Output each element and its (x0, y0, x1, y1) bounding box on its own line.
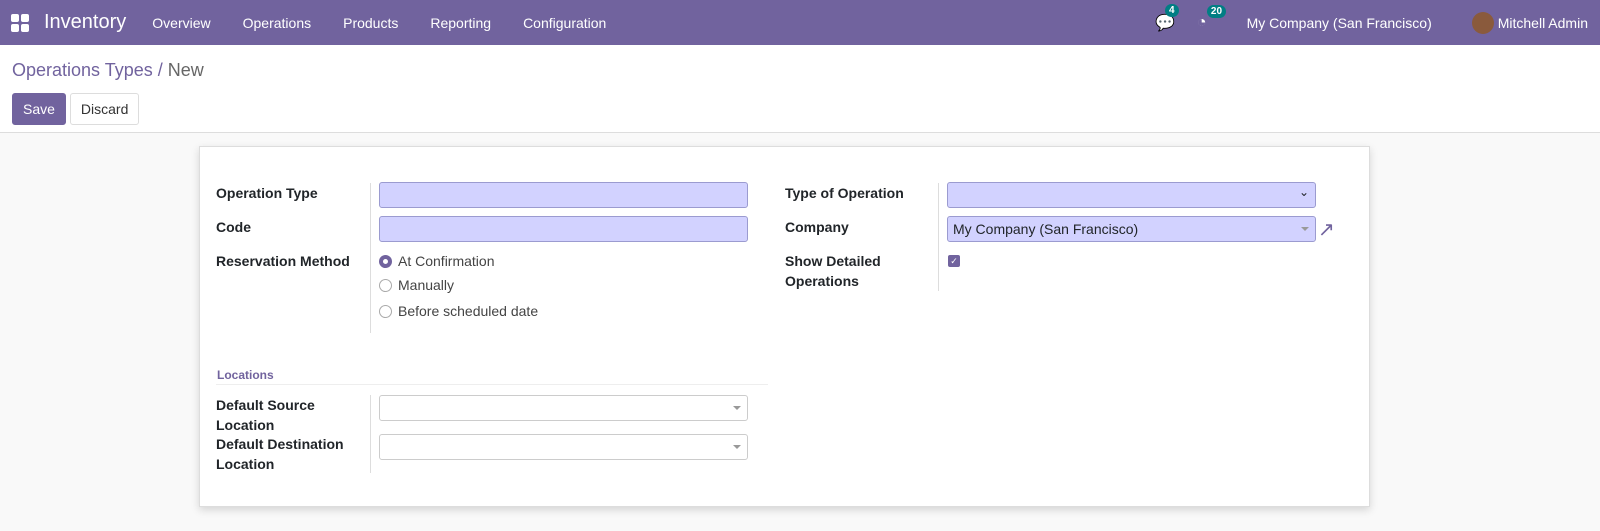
radio-before-scheduled-date[interactable]: Before scheduled date (379, 303, 538, 319)
company-value: My Company (San Francisco) (953, 221, 1139, 237)
radio-manually[interactable]: Manually (379, 277, 454, 293)
control-panel: Operations Types / New Save Discard (0, 45, 1600, 133)
show-detailed-label-1: Show Detailed (785, 253, 881, 269)
code-label: Code (216, 219, 251, 235)
code-input[interactable] (379, 216, 748, 242)
caret-icon (1301, 227, 1309, 235)
app-name[interactable]: Inventory (44, 11, 127, 33)
activities-badge: 20 (1206, 4, 1227, 18)
radio-label: Before scheduled date (398, 303, 539, 319)
reservation-method-label: Reservation Method (216, 253, 350, 269)
default-destination-location-select[interactable] (379, 434, 748, 460)
discard-button[interactable]: Discard (69, 93, 140, 125)
activities-icon[interactable]: ◔ 20 (1197, 4, 1227, 32)
radio-label: Manually (398, 277, 455, 293)
menu-reporting[interactable]: Reporting (430, 14, 492, 31)
breadcrumb-sep: / (157, 60, 163, 80)
chevron-down-icon: ⌄ (1298, 185, 1309, 199)
menu-configuration[interactable]: Configuration (523, 14, 607, 31)
breadcrumb-current: New (167, 60, 204, 80)
avatar[interactable] (1471, 11, 1494, 34)
dest-location-label-1: Default Destination (216, 436, 344, 452)
company-switcher[interactable]: My Company (San Francisco) (1246, 14, 1432, 31)
apps-menu-icon[interactable] (11, 13, 29, 32)
show-detailed-checkbox[interactable]: ✓ (948, 255, 960, 267)
operation-type-input[interactable] (379, 182, 748, 208)
operation-type-label: Operation Type (216, 185, 318, 201)
locations-section-title: Locations (217, 368, 274, 382)
type-of-operation-select[interactable]: ⌄ (947, 182, 1316, 208)
breadcrumb-parent[interactable]: Operations Types (12, 60, 153, 80)
menu-products[interactable]: Products (343, 14, 399, 31)
breadcrumb: Operations Types / New (12, 45, 1588, 81)
source-location-label-1: Default Source (216, 397, 315, 413)
radio-label: At Confirmation (398, 253, 495, 269)
default-source-location-select[interactable] (379, 395, 748, 421)
top-navbar: Inventory Overview Operations Products R… (0, 0, 1600, 45)
company-label: Company (785, 219, 849, 235)
company-select[interactable]: My Company (San Francisco) (947, 216, 1316, 242)
show-detailed-label-2: Operations (785, 273, 859, 289)
radio-at-confirmation[interactable]: At Confirmation (379, 253, 494, 269)
external-link-icon[interactable]: ↗ (1318, 219, 1335, 241)
messages-badge: 4 (1164, 3, 1179, 17)
type-of-operation-label: Type of Operation (785, 185, 904, 201)
dest-location-label-2: Location (216, 456, 275, 472)
menu-overview[interactable]: Overview (152, 14, 211, 31)
menu-operations[interactable]: Operations (242, 14, 312, 31)
source-location-label-2: Location (216, 417, 275, 433)
messages-icon[interactable]: 💬 4 (1155, 3, 1179, 33)
form-sheet: Operation Type Code Reservation Method A… (199, 146, 1370, 507)
user-menu[interactable]: Mitchell Admin (1497, 14, 1588, 31)
save-button[interactable]: Save (12, 93, 66, 125)
